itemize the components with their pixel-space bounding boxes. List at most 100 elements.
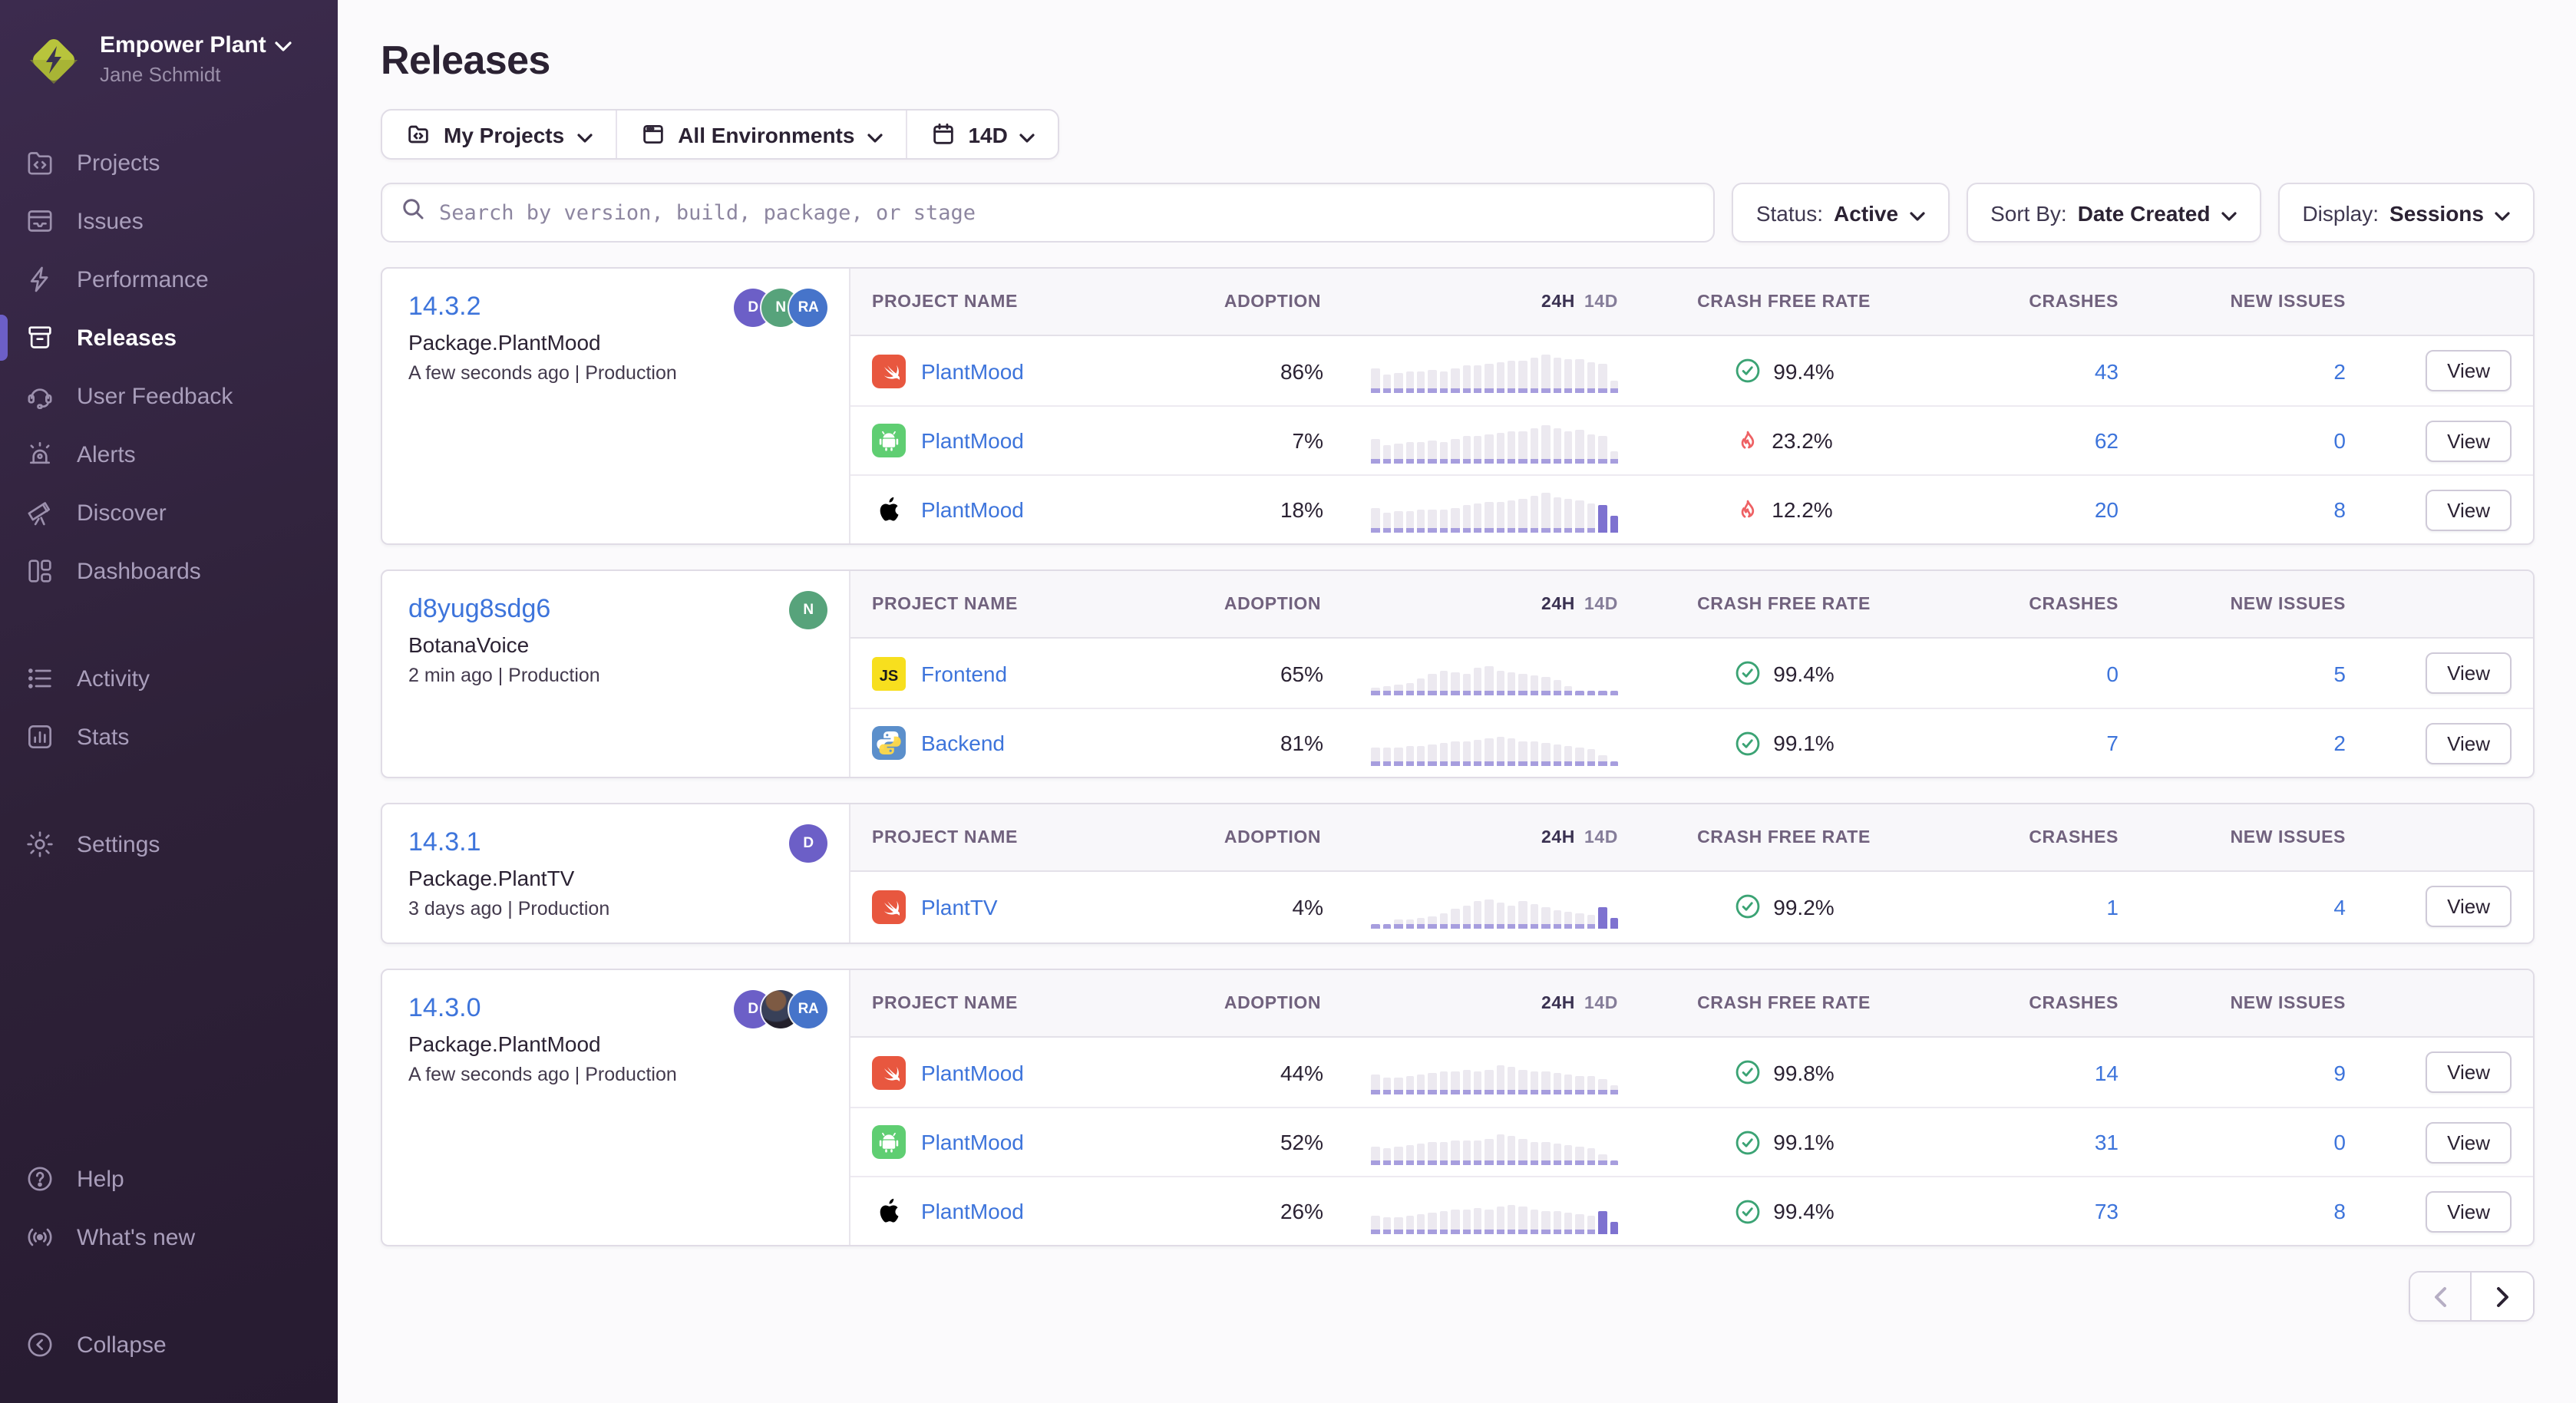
col-header-adoption: Adoption bbox=[1224, 828, 1322, 847]
avatar[interactable]: D bbox=[789, 824, 827, 863]
sidebar-item-issues[interactable]: Issues bbox=[0, 193, 338, 249]
avatar[interactable]: RA bbox=[789, 289, 827, 327]
view-button[interactable]: View bbox=[2426, 420, 2512, 461]
sidebar-item-settings[interactable]: Settings bbox=[0, 817, 338, 872]
sidebar-item-projects[interactable]: Projects bbox=[0, 135, 338, 190]
filter-14d[interactable]: 14D bbox=[907, 111, 1058, 158]
crashes-count-link[interactable]: 20 bbox=[2094, 497, 2119, 522]
adoption-trend-chart bbox=[1345, 1048, 1618, 1096]
project-link[interactable]: PlantMood bbox=[872, 493, 1200, 527]
col-header-new-issues: New Issues bbox=[2230, 994, 2346, 1012]
sidebar-item-discover[interactable]: Discover bbox=[0, 485, 338, 540]
new-issues-count-link[interactable]: 0 bbox=[2333, 1130, 2346, 1154]
crashes-count-link[interactable]: 0 bbox=[2106, 661, 2119, 685]
sidebar-item-dashboards[interactable]: Dashboards bbox=[0, 543, 338, 599]
view-button[interactable]: View bbox=[2426, 350, 2512, 391]
view-button[interactable]: View bbox=[2426, 489, 2512, 530]
view-button[interactable]: View bbox=[2426, 1051, 2512, 1093]
crashes-count-link[interactable]: 1 bbox=[2106, 894, 2119, 919]
trend-toggle-14d[interactable]: 14D bbox=[1584, 828, 1618, 847]
sidebar-item-label: What's new bbox=[77, 1224, 196, 1250]
project-link[interactable]: PlantMood bbox=[872, 354, 1200, 388]
project-link[interactable]: PlantMood bbox=[872, 1194, 1200, 1228]
check-circle-icon bbox=[1733, 356, 1762, 385]
crashes-count-link[interactable]: 43 bbox=[2094, 358, 2119, 383]
trend-toggle-24h[interactable]: 24H bbox=[1541, 828, 1575, 847]
new-issues-count-link[interactable]: 2 bbox=[2333, 731, 2346, 755]
crashes-count-link[interactable]: 7 bbox=[2106, 731, 2119, 755]
project-link[interactable]: PlantMood bbox=[872, 424, 1200, 457]
new-issues-count-link[interactable]: 2 bbox=[2333, 358, 2346, 383]
filter-my-projects[interactable]: My Projects bbox=[382, 111, 617, 158]
sidebar-item-collapse[interactable]: Collapse bbox=[0, 1317, 338, 1372]
new-issues-count-link[interactable]: 5 bbox=[2333, 661, 2346, 685]
whats-new-icon bbox=[25, 1222, 55, 1253]
search-box[interactable] bbox=[381, 183, 1715, 243]
col-header-trend: 24H 14D bbox=[1345, 595, 1618, 613]
trend-toggle-24h[interactable]: 24H bbox=[1541, 595, 1575, 613]
release-version-link[interactable]: d8yug8sdg6 bbox=[408, 594, 551, 623]
new-issues-count-link[interactable]: 9 bbox=[2333, 1060, 2346, 1084]
new-issues-count-link[interactable]: 8 bbox=[2333, 1199, 2346, 1223]
sidebar-item-what-s-new[interactable]: What's new bbox=[0, 1210, 338, 1265]
pagination-prev-button[interactable] bbox=[2410, 1273, 2472, 1320]
sidebar-nav-secondary: Activity Stats bbox=[0, 648, 338, 768]
trend-toggle-14d[interactable]: 14D bbox=[1584, 994, 1618, 1012]
project-link[interactable]: JS Frontend bbox=[872, 656, 1200, 690]
release-version-link[interactable]: 14.3.0 bbox=[408, 993, 481, 1022]
sidebar-item-alerts[interactable]: Alerts bbox=[0, 427, 338, 482]
release-version-link[interactable]: 14.3.2 bbox=[408, 292, 481, 321]
project-link[interactable]: PlantMood bbox=[872, 1055, 1200, 1089]
view-button[interactable]: View bbox=[2426, 1190, 2512, 1232]
sidebar-item-performance[interactable]: Performance bbox=[0, 252, 338, 307]
dropdown-status[interactable]: Status: Active bbox=[1731, 183, 1950, 243]
crashes-count-link[interactable]: 62 bbox=[2094, 428, 2119, 453]
dropdown-group: Status: Active Sort By: Date Created Dis… bbox=[1731, 183, 2535, 243]
new-issues-count-link[interactable]: 4 bbox=[2333, 894, 2346, 919]
project-name: PlantMood bbox=[921, 1130, 1024, 1154]
sidebar-item-stats[interactable]: Stats bbox=[0, 709, 338, 764]
col-header-project: Project Name bbox=[872, 595, 1018, 613]
adoption-trend-chart bbox=[1345, 719, 1618, 767]
project-link[interactable]: Backend bbox=[872, 726, 1200, 760]
new-issues-count-link[interactable]: 0 bbox=[2333, 428, 2346, 453]
avatar[interactable]: RA bbox=[789, 990, 827, 1028]
crash-free-rate: 99.2% bbox=[1633, 892, 1934, 921]
crashes-count-link[interactable]: 31 bbox=[2094, 1130, 2119, 1154]
pagination-next-button[interactable] bbox=[2472, 1273, 2533, 1320]
org-switcher[interactable]: Empower Plant Jane Schmidt bbox=[0, 21, 338, 92]
crash-free-rate: 99.1% bbox=[1633, 1127, 1934, 1157]
sidebar-item-user-feedback[interactable]: User Feedback bbox=[0, 368, 338, 424]
dropdown-sortby[interactable]: Sort By: Date Created bbox=[1966, 183, 2261, 243]
avatar[interactable]: N bbox=[789, 591, 827, 629]
adoption-value: 7% bbox=[1292, 428, 1323, 453]
adoption-value: 81% bbox=[1280, 731, 1323, 755]
view-button[interactable]: View bbox=[2426, 1121, 2512, 1163]
view-button[interactable]: View bbox=[2426, 886, 2512, 927]
sidebar-item-releases[interactable]: Releases bbox=[0, 310, 338, 365]
search-input[interactable] bbox=[439, 200, 1695, 225]
dropdown-label: Status: bbox=[1755, 200, 1824, 225]
project-link[interactable]: PlantTV bbox=[872, 890, 1200, 923]
trend-toggle-24h[interactable]: 24H bbox=[1541, 994, 1575, 1012]
filter-all-environments[interactable]: All Environments bbox=[616, 111, 907, 158]
crashes-count-link[interactable]: 73 bbox=[2094, 1199, 2119, 1223]
project-link[interactable]: PlantMood bbox=[872, 1125, 1200, 1159]
release-version-link[interactable]: 14.3.1 bbox=[408, 827, 481, 857]
col-header-adoption: Adoption bbox=[1224, 595, 1322, 613]
dropdown-display[interactable]: Display: Sessions bbox=[2277, 183, 2535, 243]
crash-free-value: 12.2% bbox=[1772, 497, 1833, 522]
view-button[interactable]: View bbox=[2426, 652, 2512, 694]
new-issues-count-link[interactable]: 8 bbox=[2333, 497, 2346, 522]
crash-free-rate: 99.4% bbox=[1633, 659, 1934, 688]
sidebar-item-activity[interactable]: Activity bbox=[0, 651, 338, 706]
trend-toggle-24h[interactable]: 24H bbox=[1541, 292, 1575, 311]
activity-icon bbox=[25, 663, 55, 694]
view-button[interactable]: View bbox=[2426, 722, 2512, 764]
sidebar-item-help[interactable]: Help bbox=[0, 1151, 338, 1207]
search-icon bbox=[401, 196, 425, 229]
trend-toggle-14d[interactable]: 14D bbox=[1584, 595, 1618, 613]
sidebar-item-label: Activity bbox=[77, 665, 150, 692]
trend-toggle-14d[interactable]: 14D bbox=[1584, 292, 1618, 311]
crashes-count-link[interactable]: 14 bbox=[2094, 1060, 2119, 1084]
